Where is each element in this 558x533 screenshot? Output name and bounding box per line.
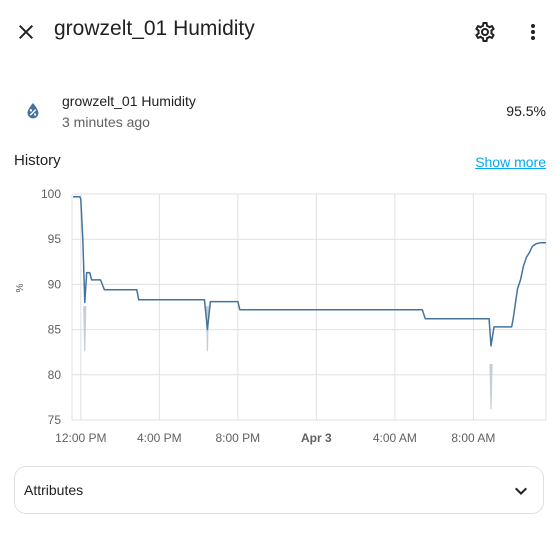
entity-state-value: 95.5% bbox=[506, 103, 546, 119]
more-options-button[interactable] bbox=[513, 12, 553, 52]
chart-x-tick-labels: 12:00 PM 4:00 PM 8:00 PM Apr 3 4:00 AM 8:00 A… bbox=[55, 431, 495, 445]
gear-icon bbox=[475, 22, 495, 42]
chevron-down-icon bbox=[515, 487, 527, 495]
attributes-label: Attributes bbox=[24, 482, 84, 498]
y-tick-label: 95 bbox=[48, 232, 62, 246]
attributes-expander[interactable]: Attributes bbox=[14, 466, 544, 514]
x-tick-label: 4:00 PM bbox=[137, 431, 182, 445]
history-chart-svg: 100 95 90 85 80 75 12:00 PM 4:00 PM 8:00 PM Apr … bbox=[15, 187, 547, 445]
humidity-series-line bbox=[73, 195, 546, 347]
y-tick-label: 90 bbox=[48, 277, 62, 291]
entity-last-changed: 3 minutes ago bbox=[62, 114, 150, 130]
x-tick-label: 8:00 PM bbox=[215, 431, 260, 445]
y-tick-label: 80 bbox=[48, 368, 62, 382]
dialog-title: growzelt_01 Humidity bbox=[54, 17, 255, 40]
y-tick-label: 85 bbox=[48, 323, 62, 337]
settings-button[interactable] bbox=[465, 12, 505, 52]
min-value-band bbox=[489, 363, 493, 410]
chart-y-tick-labels: 100 95 90 85 80 75 bbox=[41, 187, 61, 427]
y-tick-label: 75 bbox=[48, 413, 62, 427]
chart-min-bands bbox=[83, 306, 493, 410]
x-tick-label: Apr 3 bbox=[301, 431, 332, 445]
chart-grid bbox=[71, 193, 547, 421]
entity-name: growzelt_01 Humidity bbox=[62, 93, 196, 109]
chart-series bbox=[73, 195, 546, 347]
dialog-header: growzelt_01 Humidity bbox=[0, 0, 558, 64]
y-axis-unit-label: % bbox=[15, 283, 26, 292]
dots-vertical-icon bbox=[531, 24, 535, 40]
min-value-band bbox=[83, 306, 87, 352]
y-tick-label: 100 bbox=[41, 187, 61, 201]
history-title: History bbox=[14, 152, 61, 169]
x-tick-label: 8:00 AM bbox=[451, 431, 495, 445]
close-icon bbox=[19, 25, 33, 39]
close-button[interactable] bbox=[6, 12, 46, 52]
x-tick-label: 12:00 PM bbox=[55, 431, 106, 445]
water-percent-icon bbox=[27, 102, 39, 119]
history-chart[interactable]: 100 95 90 85 80 75 12:00 PM 4:00 PM 8:00 PM Apr … bbox=[0, 180, 558, 450]
entity-state-row: growzelt_01 Humidity 3 minutes ago 95.5% bbox=[0, 86, 558, 140]
x-tick-label: 4:00 AM bbox=[373, 431, 417, 445]
show-more-link[interactable]: Show more bbox=[475, 154, 546, 170]
